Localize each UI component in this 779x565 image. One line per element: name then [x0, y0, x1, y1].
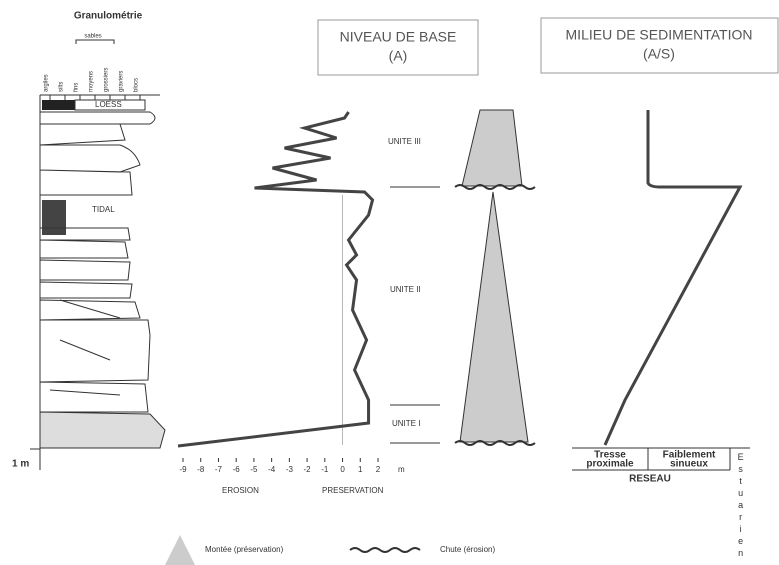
bed: [39, 111, 156, 125]
unit-label: UNITE II: [390, 285, 421, 294]
grain-size-label: moyens: [89, 71, 95, 92]
base-level-title: NIVEAU DE BASE: [340, 29, 457, 45]
legend-triangle: [165, 535, 195, 565]
rise-trapezoid: [461, 109, 523, 187]
grain-size-label: graviers: [119, 71, 125, 92]
x-tick-label: -3: [286, 465, 294, 474]
x-tick-label: -7: [215, 465, 223, 474]
cell-text: sinueux: [670, 459, 708, 470]
unit-label: m: [398, 465, 405, 474]
bed: [39, 123, 141, 196]
rise-triangle: [459, 191, 529, 443]
grain-size-label: blocs: [134, 78, 140, 92]
column-title: Granulométrie: [74, 11, 143, 22]
x-tick-label: -8: [197, 465, 205, 474]
base-level-subtitle: (A): [389, 48, 408, 64]
grain-size-label: fins: [74, 83, 80, 92]
unit-label: UNITE III: [388, 137, 421, 146]
unit-label: UNITE I: [392, 419, 420, 428]
x-tick-label: -1: [321, 465, 329, 474]
preservation-label: PRESERVATION: [322, 486, 384, 495]
estuarien-label: Estuarien: [736, 452, 746, 560]
scale-label: 1 m: [12, 459, 29, 470]
legend-text: Montée (préservation): [205, 545, 284, 554]
grain-size-label: argiles: [44, 74, 50, 92]
tidal-bed: [42, 200, 66, 235]
legend-wave: [349, 547, 421, 553]
bed: [74, 99, 146, 111]
grain-size-label: grossiers: [104, 68, 110, 92]
as-curve: [603, 110, 743, 446]
network-label: RESEAU: [629, 474, 671, 485]
network-table: [572, 447, 750, 471]
x-tick-label: 0: [340, 465, 345, 474]
x-tick-label: -6: [233, 465, 241, 474]
sand-bracket: [75, 39, 115, 44]
loess-label: LOESS: [95, 100, 122, 109]
fall-wave: [454, 184, 536, 446]
cell-text: Tresse: [594, 450, 626, 461]
x-tick-label: -4: [268, 465, 276, 474]
grain-size-label: silts: [59, 82, 65, 92]
hatching: [49, 299, 121, 396]
x-tick-label: -2: [304, 465, 312, 474]
cell-text: Faiblement: [663, 450, 716, 461]
x-tick-label: -5: [250, 465, 258, 474]
cell-text: proximale: [586, 459, 634, 470]
unit-boundary: [390, 186, 440, 444]
loess-bed: [42, 100, 75, 110]
base-level-curve: [177, 111, 375, 448]
sand-group-label: sables: [84, 34, 101, 40]
sedimentation-title: MILIEU DE SEDIMENTATION: [566, 27, 753, 43]
bed: [39, 227, 151, 413]
x-tick-label: 2: [376, 465, 381, 474]
legend-text: Chute (érosion): [440, 545, 495, 554]
erosion-label: EROSION: [222, 486, 259, 495]
tidal-label: TIDAL: [92, 205, 115, 214]
x-tick-label: -9: [179, 465, 187, 474]
sedimentation-subtitle: (A/S): [643, 46, 675, 62]
title-box: [317, 19, 479, 76]
x-tick-label: 1: [358, 465, 363, 474]
conglomerate: [39, 411, 166, 449]
title-box: [540, 17, 779, 74]
